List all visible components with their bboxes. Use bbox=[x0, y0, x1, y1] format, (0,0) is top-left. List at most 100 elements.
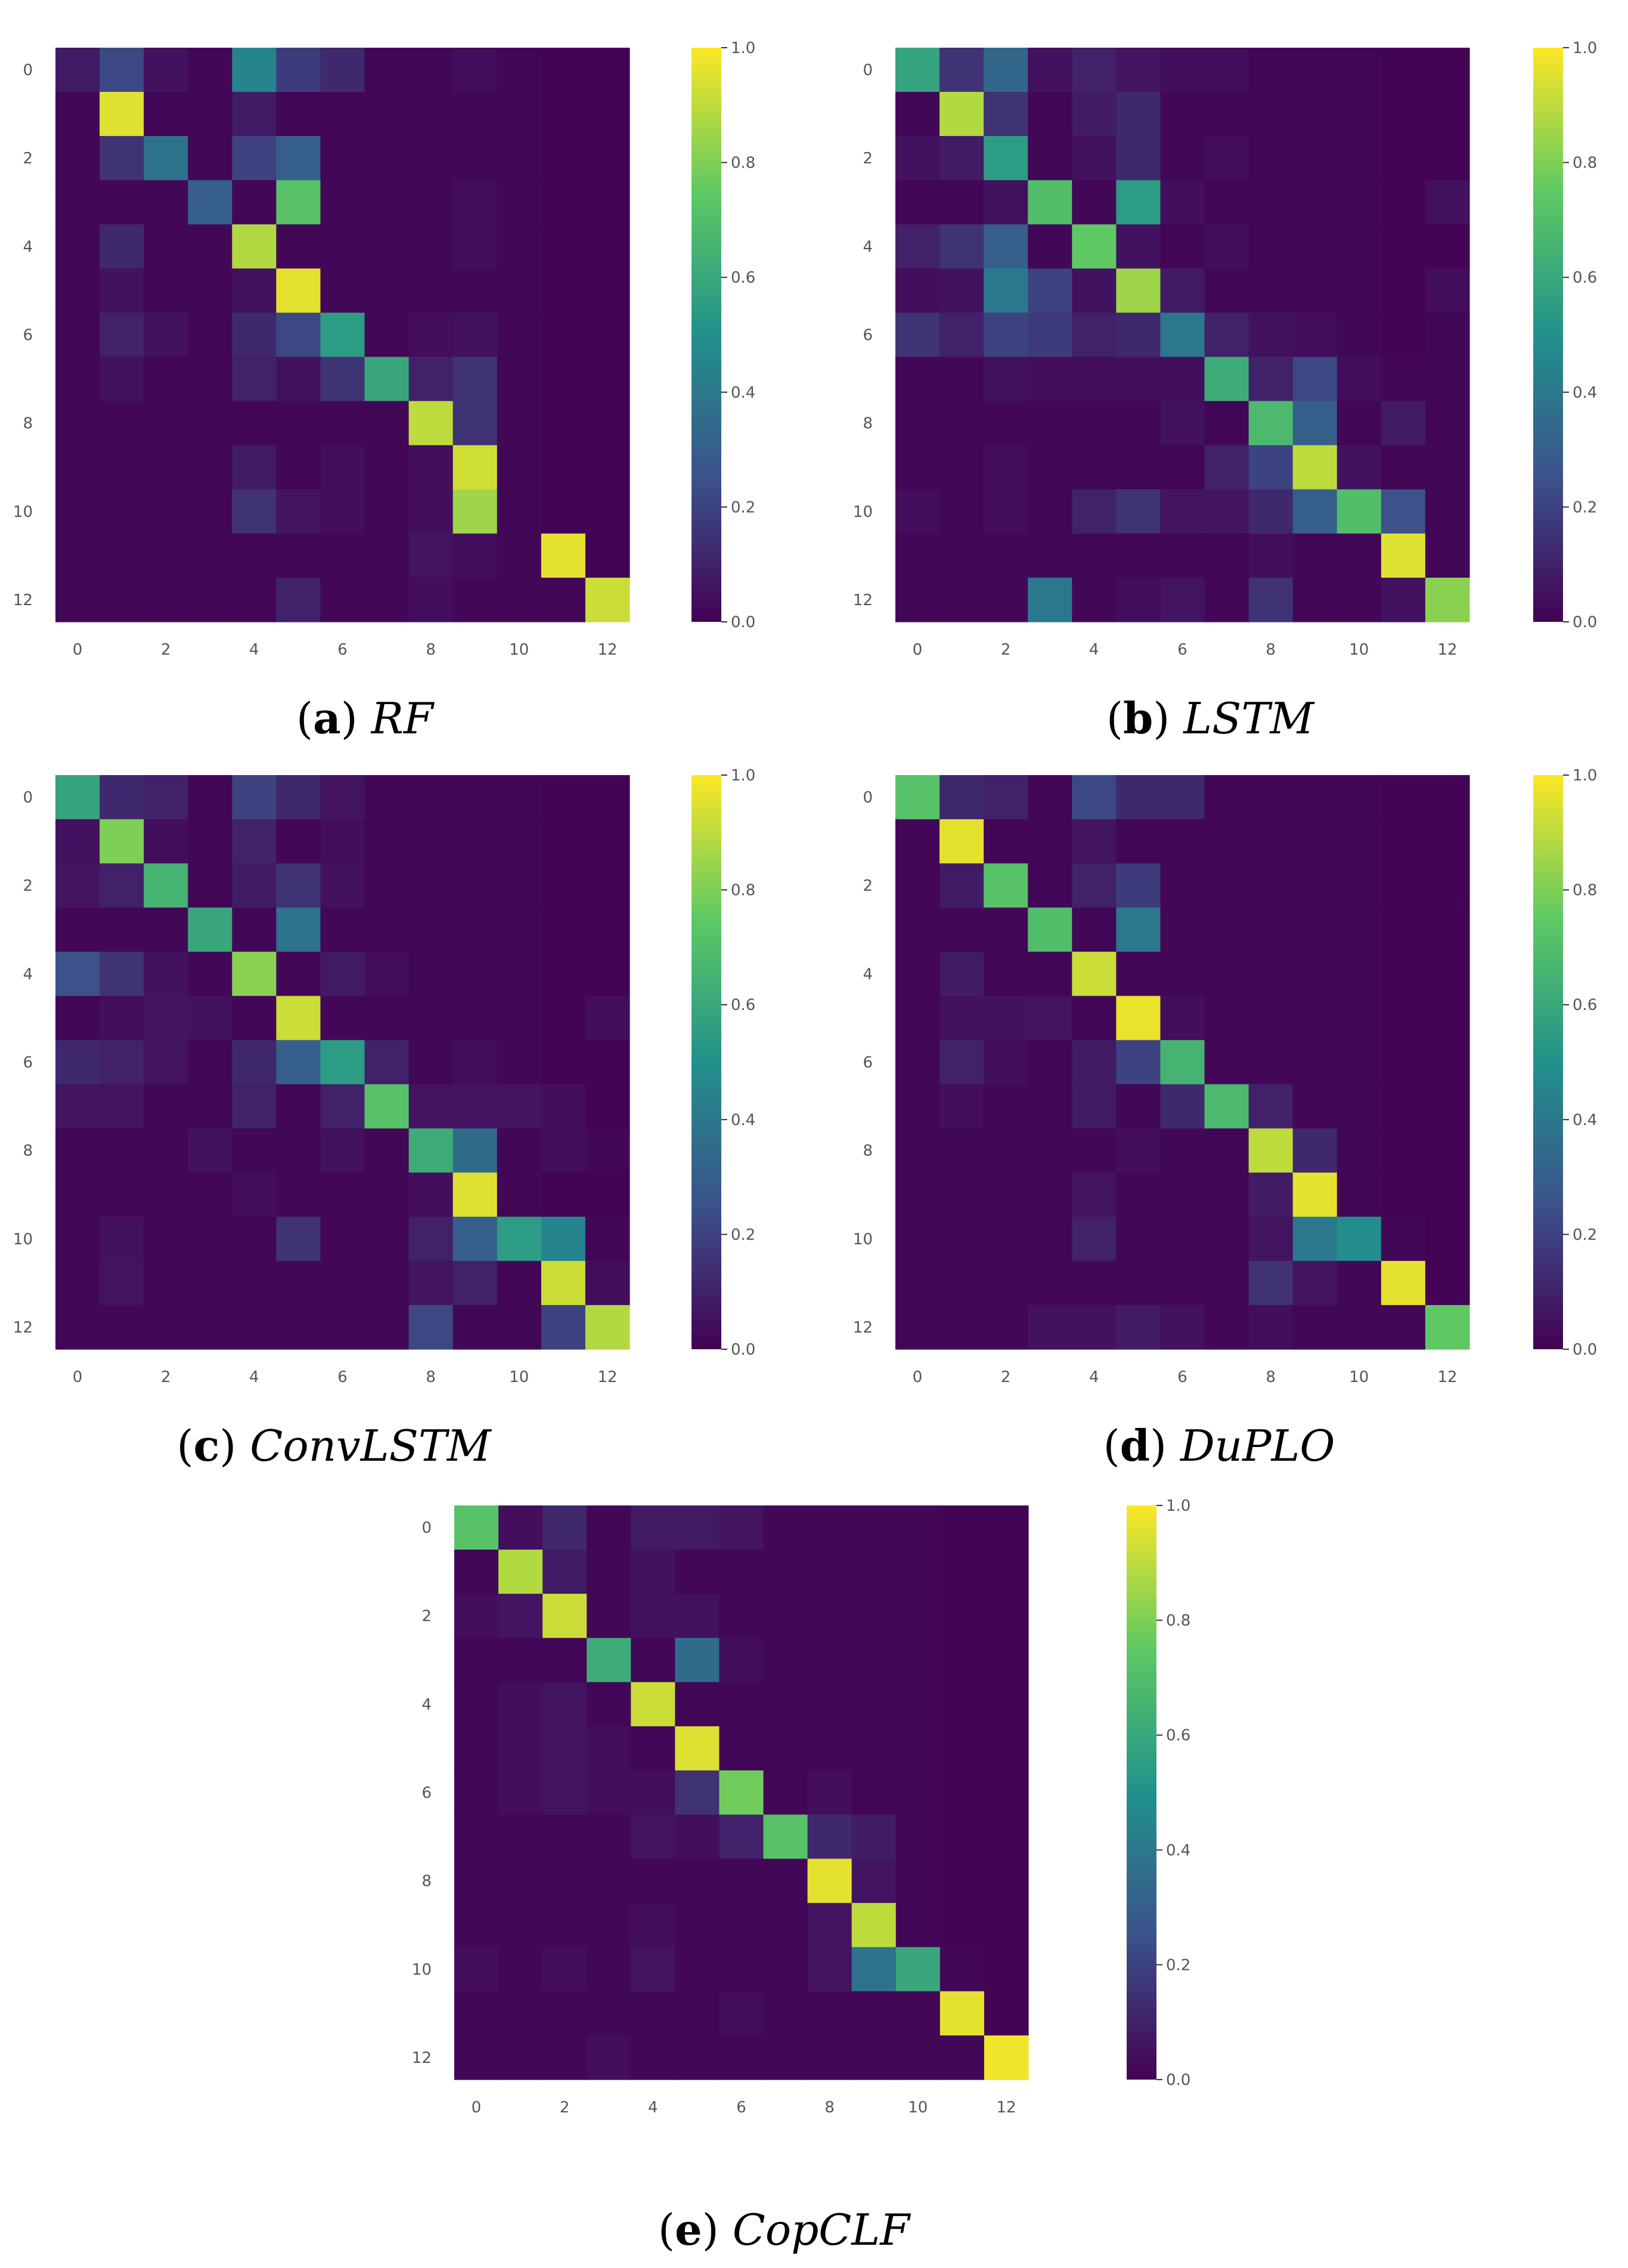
heatmap-cell bbox=[232, 952, 277, 996]
heatmap-cell bbox=[984, 1505, 1029, 1550]
heatmap-cell bbox=[144, 952, 188, 996]
heatmap-cell bbox=[1425, 952, 1470, 996]
heatmap-cell bbox=[939, 1040, 984, 1085]
heatmap-cell bbox=[454, 1903, 499, 1948]
heatmap-cell bbox=[1381, 1172, 1426, 1217]
heatmap-cell bbox=[452, 136, 498, 181]
heatmap-cell bbox=[55, 1260, 100, 1306]
heatmap-cell bbox=[585, 224, 630, 269]
heatmap-cell bbox=[144, 357, 188, 402]
caption-paren: ) bbox=[341, 693, 371, 743]
heatmap-cell bbox=[1292, 1260, 1338, 1306]
heatmap-cell bbox=[1425, 577, 1470, 622]
heatmap-cell bbox=[984, 577, 1028, 622]
heatmap-cell bbox=[452, 1128, 498, 1173]
x-tick-label: 10 bbox=[1349, 641, 1369, 659]
heatmap-cell bbox=[188, 401, 232, 446]
heatmap-cell bbox=[1248, 136, 1294, 181]
heatmap-cell bbox=[1072, 1305, 1117, 1350]
heatmap-cell bbox=[1425, 136, 1470, 181]
heatmap-cell bbox=[1204, 1040, 1249, 1085]
heatmap-cell bbox=[1336, 533, 1382, 578]
heatmap-cell bbox=[188, 357, 232, 402]
colorbar-tick-label: 0.0 bbox=[1573, 1341, 1597, 1359]
heatmap-cell bbox=[144, 533, 188, 578]
heatmap-cell bbox=[276, 577, 321, 622]
heatmap-cell bbox=[232, 357, 277, 402]
heatmap-cell bbox=[1381, 445, 1426, 490]
heatmap-cell bbox=[1381, 863, 1426, 908]
heatmap-cell bbox=[188, 312, 232, 358]
heatmap-cell bbox=[1028, 1216, 1072, 1262]
heatmap-cell bbox=[100, 268, 144, 314]
heatmap-cell bbox=[452, 48, 498, 92]
heatmap-cell bbox=[1248, 1305, 1294, 1350]
heatmap-cell bbox=[364, 401, 410, 446]
heatmap-cell bbox=[1248, 1216, 1294, 1262]
colorbar bbox=[1533, 48, 1563, 622]
heatmap-cell bbox=[454, 1858, 499, 1904]
heatmap-cell bbox=[1072, 1216, 1117, 1262]
heatmap-cell bbox=[984, 1040, 1028, 1085]
heatmap-cell bbox=[1292, 775, 1338, 820]
colorbar-tick-label: 0.4 bbox=[1166, 1842, 1190, 1860]
heatmap-cell bbox=[1028, 136, 1072, 181]
y-tick-label: 6 bbox=[863, 1054, 873, 1072]
heatmap-cell bbox=[1336, 863, 1382, 908]
y-tick-label: 8 bbox=[421, 1873, 432, 1891]
y-tick-label: 4 bbox=[863, 965, 873, 983]
heatmap-cell bbox=[497, 401, 542, 446]
caption-paren: ( bbox=[1106, 693, 1123, 743]
heatmap-cell bbox=[144, 996, 188, 1041]
heatmap-cell bbox=[585, 489, 630, 534]
heatmap-cell bbox=[100, 445, 144, 490]
heatmap-cell bbox=[675, 1858, 720, 1904]
colorbar-tick-label: 0.2 bbox=[1166, 1956, 1190, 1974]
heatmap-cell bbox=[851, 1505, 897, 1550]
heatmap-cell bbox=[55, 224, 100, 269]
heatmap-cell bbox=[984, 136, 1028, 181]
heatmap-cell bbox=[232, 312, 277, 358]
heatmap-cell bbox=[585, 907, 630, 952]
heatmap-cell bbox=[1072, 357, 1117, 402]
heatmap-cell bbox=[408, 1260, 454, 1306]
heatmap-cell bbox=[1204, 1260, 1249, 1306]
colorbar-tick-label: 0.6 bbox=[1573, 996, 1597, 1014]
heatmap-cell bbox=[1204, 92, 1249, 137]
heatmap-cell bbox=[497, 92, 542, 137]
heatmap-cell bbox=[55, 1216, 100, 1262]
heatmap-cell bbox=[1160, 268, 1205, 314]
heatmap-cell bbox=[631, 1770, 675, 1815]
heatmap-cell bbox=[232, 489, 277, 534]
heatmap-cell bbox=[807, 1726, 852, 1771]
heatmap-cell bbox=[55, 952, 100, 996]
heatmap-cell bbox=[895, 1594, 941, 1638]
heatmap-cell bbox=[585, 445, 630, 490]
heatmap-cell bbox=[895, 819, 940, 864]
caption-paren: ) bbox=[219, 1421, 250, 1471]
heatmap-cell bbox=[587, 1682, 631, 1727]
heatmap-cell bbox=[631, 1903, 675, 1948]
heatmap-cell bbox=[276, 268, 321, 314]
heatmap-cell bbox=[1248, 907, 1294, 952]
heatmap-cell bbox=[188, 775, 232, 820]
heatmap-cell bbox=[895, 268, 940, 314]
heatmap-cell bbox=[1028, 1172, 1072, 1217]
heatmap-cell bbox=[939, 136, 984, 181]
heatmap-cell bbox=[585, 48, 630, 92]
heatmap-cell bbox=[1248, 92, 1294, 137]
heatmap-cell bbox=[585, 1172, 630, 1217]
heatmap-cell bbox=[320, 401, 365, 446]
heatmap-cell bbox=[1381, 489, 1426, 534]
heatmap-cell bbox=[55, 1172, 100, 1217]
heatmap-cell bbox=[497, 268, 542, 314]
heatmap-cell bbox=[1248, 180, 1294, 225]
heatmap-cell bbox=[1292, 952, 1338, 996]
heatmap-cell bbox=[232, 775, 277, 820]
heatmap-cell bbox=[541, 907, 586, 952]
heatmap-cell bbox=[498, 1550, 543, 1594]
heatmap-cell bbox=[939, 1505, 985, 1550]
heatmap-cell bbox=[1381, 577, 1426, 622]
heatmap-cell bbox=[1381, 357, 1426, 402]
heatmap-cell bbox=[55, 136, 100, 181]
